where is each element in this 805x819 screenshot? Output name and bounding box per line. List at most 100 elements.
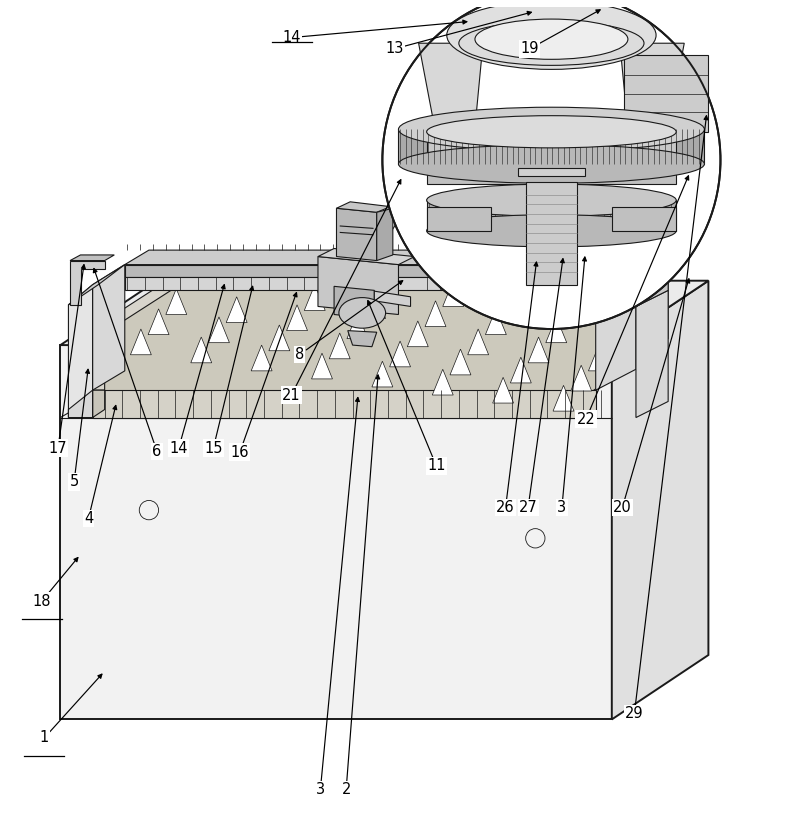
Text: 6: 6	[152, 444, 162, 459]
Polygon shape	[443, 281, 464, 306]
Polygon shape	[93, 390, 105, 418]
Text: 3: 3	[316, 782, 325, 797]
Text: 19: 19	[521, 42, 539, 57]
Polygon shape	[564, 296, 584, 323]
Polygon shape	[347, 313, 368, 339]
Polygon shape	[60, 281, 708, 345]
Polygon shape	[636, 291, 668, 418]
Polygon shape	[425, 301, 446, 327]
Polygon shape	[427, 168, 676, 184]
Polygon shape	[93, 265, 125, 390]
Text: 5: 5	[69, 474, 79, 490]
Polygon shape	[483, 27, 620, 43]
Polygon shape	[493, 378, 514, 403]
Polygon shape	[60, 345, 612, 719]
Text: 3: 3	[557, 500, 567, 515]
Polygon shape	[427, 134, 676, 156]
Ellipse shape	[339, 297, 386, 328]
Polygon shape	[526, 183, 577, 285]
Polygon shape	[226, 296, 247, 323]
Polygon shape	[427, 206, 491, 231]
Text: 4: 4	[84, 511, 93, 526]
Text: 2: 2	[341, 782, 351, 797]
Text: 13: 13	[386, 42, 403, 57]
Polygon shape	[348, 331, 377, 346]
Polygon shape	[636, 274, 668, 306]
Text: 14: 14	[283, 30, 300, 45]
Polygon shape	[450, 349, 471, 375]
Text: 18: 18	[33, 594, 51, 609]
Polygon shape	[304, 285, 325, 310]
Polygon shape	[125, 265, 636, 277]
Polygon shape	[334, 287, 374, 319]
Circle shape	[526, 528, 545, 548]
Polygon shape	[105, 283, 660, 393]
Text: 11: 11	[427, 459, 445, 473]
Text: 17: 17	[48, 441, 68, 455]
Polygon shape	[432, 369, 453, 395]
Text: 16: 16	[231, 445, 249, 459]
Polygon shape	[612, 206, 676, 231]
Polygon shape	[329, 333, 350, 359]
Polygon shape	[612, 281, 708, 719]
Circle shape	[139, 500, 159, 520]
Polygon shape	[624, 56, 708, 132]
Polygon shape	[251, 345, 272, 371]
Text: 21: 21	[282, 387, 301, 402]
Polygon shape	[407, 321, 428, 346]
Polygon shape	[70, 255, 114, 260]
Polygon shape	[468, 329, 489, 355]
Polygon shape	[125, 277, 636, 291]
Polygon shape	[503, 289, 524, 314]
Ellipse shape	[459, 21, 644, 66]
Polygon shape	[485, 309, 506, 335]
Polygon shape	[596, 252, 636, 286]
Polygon shape	[427, 200, 676, 231]
Polygon shape	[312, 353, 332, 379]
Text: 27: 27	[518, 500, 538, 515]
Polygon shape	[419, 43, 483, 128]
Polygon shape	[596, 265, 636, 390]
Text: 15: 15	[204, 441, 222, 455]
Polygon shape	[624, 305, 645, 331]
Ellipse shape	[427, 115, 676, 148]
Polygon shape	[208, 317, 229, 342]
Text: 20: 20	[613, 500, 632, 515]
Polygon shape	[528, 337, 549, 363]
Polygon shape	[68, 390, 93, 418]
Polygon shape	[269, 325, 290, 351]
Polygon shape	[518, 168, 585, 176]
Circle shape	[382, 0, 720, 329]
Polygon shape	[148, 309, 169, 335]
Polygon shape	[372, 361, 393, 387]
Polygon shape	[398, 129, 704, 164]
Ellipse shape	[398, 107, 704, 152]
Polygon shape	[166, 289, 187, 314]
Text: 8: 8	[295, 347, 304, 362]
Polygon shape	[606, 325, 627, 351]
Polygon shape	[93, 390, 596, 418]
Polygon shape	[620, 43, 684, 128]
Text: 14: 14	[170, 441, 188, 455]
Polygon shape	[70, 260, 105, 305]
Polygon shape	[336, 208, 377, 260]
Polygon shape	[125, 250, 660, 265]
Polygon shape	[318, 248, 415, 265]
Ellipse shape	[398, 145, 704, 183]
Polygon shape	[68, 285, 93, 418]
Polygon shape	[571, 365, 592, 391]
Ellipse shape	[475, 19, 628, 59]
Polygon shape	[390, 341, 411, 367]
Polygon shape	[130, 329, 151, 355]
Polygon shape	[510, 357, 531, 383]
Polygon shape	[374, 292, 411, 306]
Text: 22: 22	[576, 412, 596, 427]
Polygon shape	[318, 256, 398, 314]
Polygon shape	[68, 265, 125, 305]
Polygon shape	[546, 317, 567, 342]
Text: 26: 26	[496, 500, 515, 515]
Polygon shape	[365, 292, 386, 319]
Polygon shape	[336, 201, 390, 212]
Polygon shape	[588, 345, 609, 371]
Polygon shape	[377, 208, 393, 260]
